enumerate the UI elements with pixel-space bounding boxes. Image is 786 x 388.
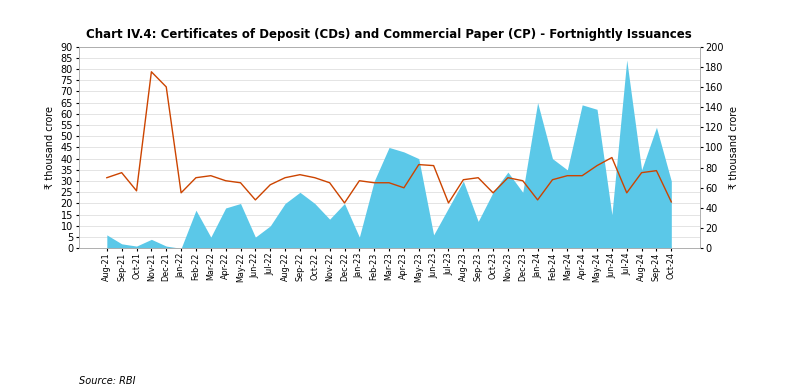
Commercial paper (RHS) xyxy=(548,177,557,182)
Commercial paper (RHS) xyxy=(296,172,305,177)
Commercial paper (RHS) xyxy=(340,201,349,205)
Commercial paper (RHS) xyxy=(518,178,527,183)
Commercial paper (RHS) xyxy=(354,178,364,183)
Commercial paper (RHS) xyxy=(429,163,439,168)
Commercial paper (RHS) xyxy=(132,189,141,193)
Line: Commercial paper (RHS): Commercial paper (RHS) xyxy=(107,72,671,203)
Commercial paper (RHS) xyxy=(563,173,572,178)
Commercial paper (RHS) xyxy=(191,175,200,180)
Title: Chart IV.4: Certificates of Deposit (CDs) and Commercial Paper (CP) - Fortnightl: Chart IV.4: Certificates of Deposit (CDs… xyxy=(86,28,692,41)
Commercial paper (RHS) xyxy=(578,173,587,178)
Commercial paper (RHS) xyxy=(221,178,230,183)
Commercial paper (RHS) xyxy=(281,175,290,180)
Commercial paper (RHS) xyxy=(102,175,112,180)
Y-axis label: ₹ thousand crore: ₹ thousand crore xyxy=(729,106,739,189)
Commercial paper (RHS) xyxy=(444,201,454,205)
Commercial paper (RHS) xyxy=(236,180,245,185)
Commercial paper (RHS) xyxy=(652,168,661,173)
Commercial paper (RHS) xyxy=(533,197,542,202)
Commercial paper (RHS) xyxy=(593,163,602,168)
Commercial paper (RHS) xyxy=(622,191,631,195)
Commercial paper (RHS) xyxy=(414,162,424,167)
Y-axis label: ₹ thousand crore: ₹ thousand crore xyxy=(45,106,55,189)
Commercial paper (RHS) xyxy=(637,170,646,175)
Commercial paper (RHS) xyxy=(117,170,127,175)
Commercial paper (RHS) xyxy=(325,180,334,185)
Commercial paper (RHS) xyxy=(667,199,676,204)
Commercial paper (RHS) xyxy=(147,69,156,74)
Text: Source: RBI: Source: RBI xyxy=(79,376,135,386)
Commercial paper (RHS) xyxy=(607,155,616,160)
Commercial paper (RHS) xyxy=(503,175,512,180)
Commercial paper (RHS) xyxy=(399,185,409,190)
Commercial paper (RHS) xyxy=(458,177,468,182)
Commercial paper (RHS) xyxy=(369,180,379,185)
Commercial paper (RHS) xyxy=(206,173,215,178)
Commercial paper (RHS) xyxy=(488,191,498,195)
Commercial paper (RHS) xyxy=(176,191,185,195)
Commercial paper (RHS) xyxy=(266,182,275,187)
Commercial paper (RHS) xyxy=(310,175,320,180)
Commercial paper (RHS) xyxy=(162,85,171,89)
Commercial paper (RHS) xyxy=(473,175,483,180)
Commercial paper (RHS) xyxy=(251,197,260,202)
Commercial paper (RHS) xyxy=(384,180,394,185)
